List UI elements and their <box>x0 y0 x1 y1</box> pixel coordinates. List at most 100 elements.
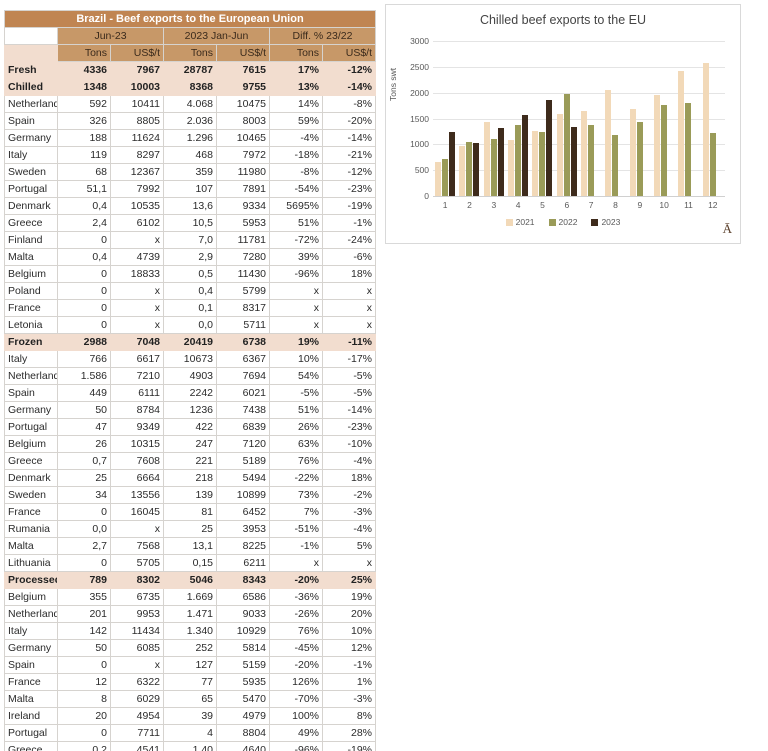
chart-bar-2022[interactable] <box>685 102 692 196</box>
row-value: 2242 <box>163 384 217 402</box>
chart-bar-2023[interactable] <box>522 114 529 196</box>
row-value: 1348 <box>57 78 111 96</box>
row-value: 5470 <box>216 690 270 708</box>
chart-bar-2022[interactable] <box>612 135 619 196</box>
chart-bar-2022[interactable] <box>539 132 546 196</box>
chart-bar-2023[interactable] <box>570 126 577 196</box>
chart-bar-2023[interactable] <box>497 128 504 196</box>
chart-legend-item[interactable]: 2021 <box>505 217 535 227</box>
chart-bar-2021[interactable] <box>629 108 636 196</box>
row-value: -21% <box>322 146 376 164</box>
chart-bar-2022[interactable] <box>466 142 473 196</box>
row-value: 10475 <box>216 95 270 113</box>
row-value: 65 <box>163 690 217 708</box>
table-row: France 0 16045 81 6452 7% -3% <box>4 503 376 521</box>
row-value: 766 <box>57 350 111 368</box>
chilled-beef-chart-panel[interactable]: Chilled beef exports to the EU Tons swt … <box>385 4 741 244</box>
chart-bar-2023[interactable] <box>546 99 553 196</box>
row-value: 0,7 <box>57 452 111 470</box>
chart-bar-2022[interactable] <box>709 132 716 196</box>
chart-bar-2021[interactable] <box>678 70 685 196</box>
row-value: 6111 <box>110 384 164 402</box>
row-value: 5705 <box>110 554 164 572</box>
table-period-header-row: Jun-23 2023 Jan-Jun Diff. % 23/22 <box>4 27 376 45</box>
table-row: Malta 2,7 7568 13,1 8225 -1% 5% <box>4 537 376 555</box>
row-value: 5695% <box>269 197 323 215</box>
chart-bar-2022[interactable] <box>563 93 570 196</box>
chart-bar-2021[interactable] <box>483 122 490 196</box>
row-value: 0 <box>57 656 111 674</box>
row-value: 5799 <box>216 282 270 300</box>
chart-bar-2021[interactable] <box>556 114 563 196</box>
row-label: Netherlands <box>4 95 58 113</box>
chart-bar-2021[interactable] <box>581 111 588 196</box>
chart-legend-item[interactable]: 2023 <box>591 217 620 227</box>
row-label: Frozen <box>4 333 58 351</box>
row-label: Chilled <box>4 78 58 96</box>
chart-bar-2022[interactable] <box>442 158 449 196</box>
row-value: 449 <box>57 384 111 402</box>
row-value: 1,40 <box>163 741 217 751</box>
row-value: 6102 <box>110 214 164 232</box>
row-label: Malta <box>4 690 58 708</box>
table-group-row: Processed 789 8302 5046 8343 -20% 25% <box>4 571 376 589</box>
row-value: 0,0 <box>163 316 217 334</box>
chart-legend-label: 2022 <box>558 217 578 227</box>
table-title-row: Brazil - Beef exports to the European Un… <box>4 10 376 28</box>
row-value: 28787 <box>163 61 217 79</box>
table-row: Spain 449 6111 2242 6021 -5% -5% <box>4 384 376 402</box>
row-label: Spain <box>4 112 58 130</box>
chart-bar-2022[interactable] <box>636 122 643 196</box>
row-value: 8317 <box>216 299 270 317</box>
row-label: Italy <box>4 622 58 640</box>
row-value: -70% <box>269 690 323 708</box>
chart-bar-2021[interactable] <box>654 94 661 196</box>
subheader-blank <box>4 44 58 62</box>
row-value: -1% <box>322 656 376 674</box>
chart-bar-2022[interactable] <box>588 125 595 196</box>
table-row: Malta 0,4 4739 2,9 7280 39% -6% <box>4 248 376 266</box>
row-value: 11781 <box>216 231 270 249</box>
chart-gridline: 2500 <box>410 62 725 72</box>
row-value: 6452 <box>216 503 270 521</box>
row-value: 0,4 <box>57 197 111 215</box>
chart-bar-2021[interactable] <box>702 62 709 196</box>
row-value: 5% <box>322 537 376 555</box>
chart-bar-2022[interactable] <box>490 138 497 196</box>
chart-bar-2022[interactable] <box>661 105 668 196</box>
row-value: 0 <box>57 282 111 300</box>
table-row: Greece 0,7 7608 221 5189 76% -4% <box>4 452 376 470</box>
chart-legend-item[interactable]: 2022 <box>548 217 578 227</box>
row-value: -11% <box>322 333 376 351</box>
row-value: -23% <box>322 418 376 436</box>
chart-x-tick-label: 6 <box>564 200 570 210</box>
chart-bar-2023[interactable] <box>473 143 480 196</box>
chart-bar-2021[interactable] <box>459 145 466 196</box>
chart-bar-2021[interactable] <box>508 139 515 196</box>
row-label: Letonia <box>4 316 58 334</box>
row-value: x <box>322 316 376 334</box>
subheader-col-1: Tons <box>57 44 111 62</box>
chart-bar-group: 8 <box>603 41 627 210</box>
row-value: 119 <box>57 146 111 164</box>
chart-bar-2021[interactable] <box>532 130 539 196</box>
row-value: 5046 <box>163 571 217 589</box>
chart-bar-2023[interactable] <box>449 131 456 196</box>
row-value: 14% <box>269 95 323 113</box>
row-value: 2.036 <box>163 112 217 130</box>
row-value: 5494 <box>216 469 270 487</box>
row-value: -54% <box>269 180 323 198</box>
row-value: x <box>269 316 323 334</box>
row-value: 7972 <box>216 146 270 164</box>
chart-legend-swatch <box>591 218 599 226</box>
chart-x-tick-label: 4 <box>515 200 521 210</box>
row-value: 0,15 <box>163 554 217 572</box>
chart-bar-2021[interactable] <box>435 161 442 196</box>
chart-bar-2021[interactable] <box>605 89 612 196</box>
table-row: Spain 326 8805 2.036 8003 59% -20% <box>4 112 376 130</box>
chart-bar-2022[interactable] <box>515 125 522 196</box>
chart-legend-swatch <box>505 218 513 226</box>
row-value: x <box>110 299 164 317</box>
chart-plot-area: 0 500 1000 1500 2000 2500 3000 1 2 3 4 5 6 7 8 9 10 11 12 <box>410 36 725 210</box>
